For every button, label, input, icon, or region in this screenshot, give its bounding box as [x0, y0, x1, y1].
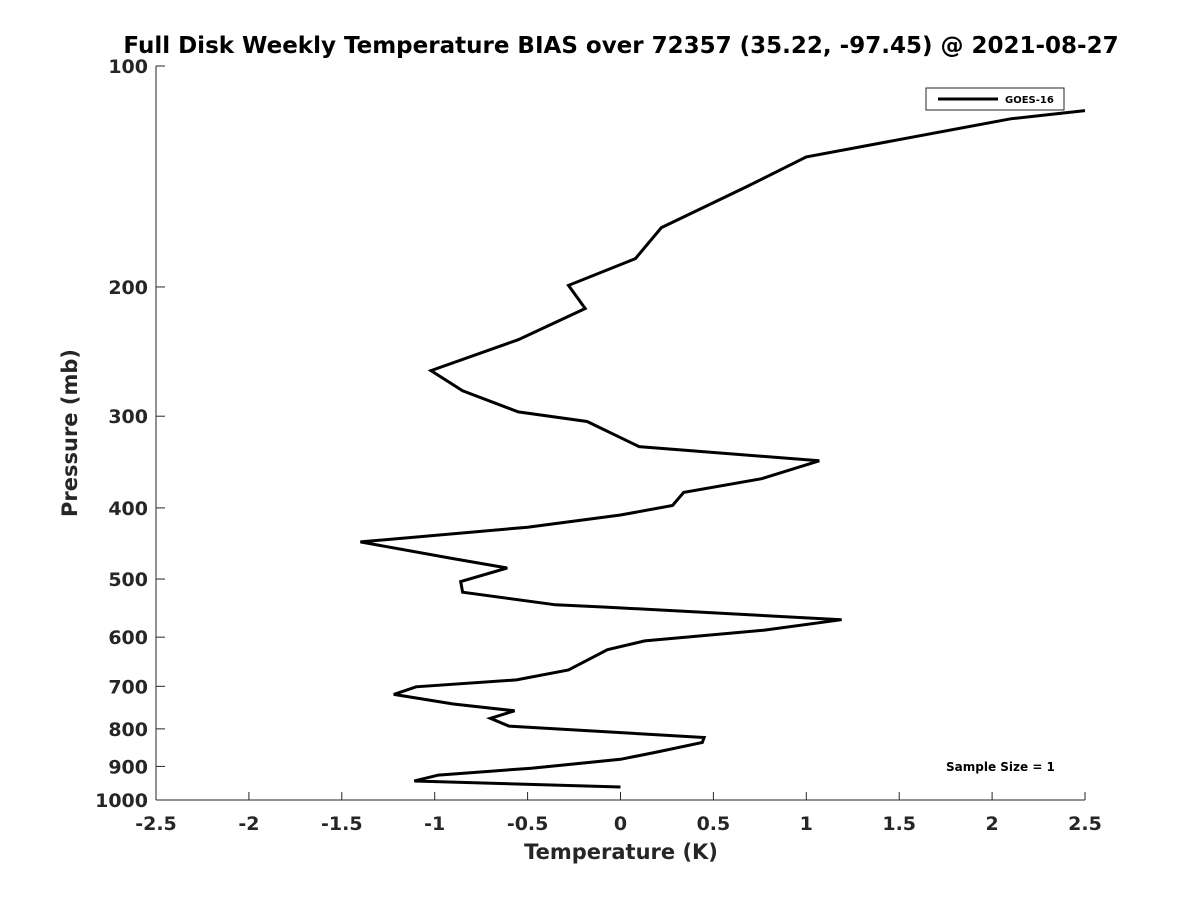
y-tick-label: 700 — [108, 676, 148, 698]
x-tick-label: 1 — [800, 813, 813, 835]
x-axis-ticks: -2.5 -2 -1.5 -1 -0.5 0 0.5 1 1.5 2 2.5 — [135, 792, 1102, 835]
y-tick-label: 300 — [108, 406, 148, 428]
chart-title: Full Disk Weekly Temperature BIAS over 7… — [123, 33, 1118, 59]
y-tick-label: 200 — [108, 277, 148, 299]
y-tick-label: 900 — [108, 756, 148, 778]
sample-size-annotation: Sample Size = 1 — [946, 760, 1055, 774]
x-tick-label: 0 — [614, 813, 627, 835]
x-tick-label: 1.5 — [882, 813, 916, 835]
x-tick-label: 0.5 — [697, 813, 731, 835]
y-tick-label: 1000 — [95, 790, 148, 812]
x-tick-label: -1.5 — [321, 813, 363, 835]
x-tick-label: -1 — [424, 813, 445, 835]
x-tick-label: 2 — [985, 813, 998, 835]
y-tick-label: 800 — [108, 719, 148, 741]
legend-label-goes16: GOES-16 — [1005, 95, 1054, 106]
x-tick-label: 2.5 — [1068, 813, 1102, 835]
plot-area — [155, 66, 1085, 801]
legend: GOES-16 — [925, 87, 1065, 111]
x-tick-label: -2 — [238, 813, 259, 835]
x-tick-label: -2.5 — [135, 813, 177, 835]
x-axis-label: Temperature (K) — [524, 840, 718, 864]
y-axis-ticks: 100 200 300 400 500 600 700 800 900 1000 — [95, 56, 165, 812]
y-tick-label: 600 — [108, 627, 148, 649]
y-tick-label: 100 — [108, 56, 148, 78]
y-tick-label: 400 — [108, 498, 148, 520]
series-layer — [360, 109, 1086, 789]
x-tick-label: -0.5 — [507, 813, 549, 835]
series-line-goes-16 — [360, 109, 1086, 789]
y-axis-label: Pressure (mb) — [58, 349, 82, 517]
y-tick-label: 500 — [108, 569, 148, 591]
